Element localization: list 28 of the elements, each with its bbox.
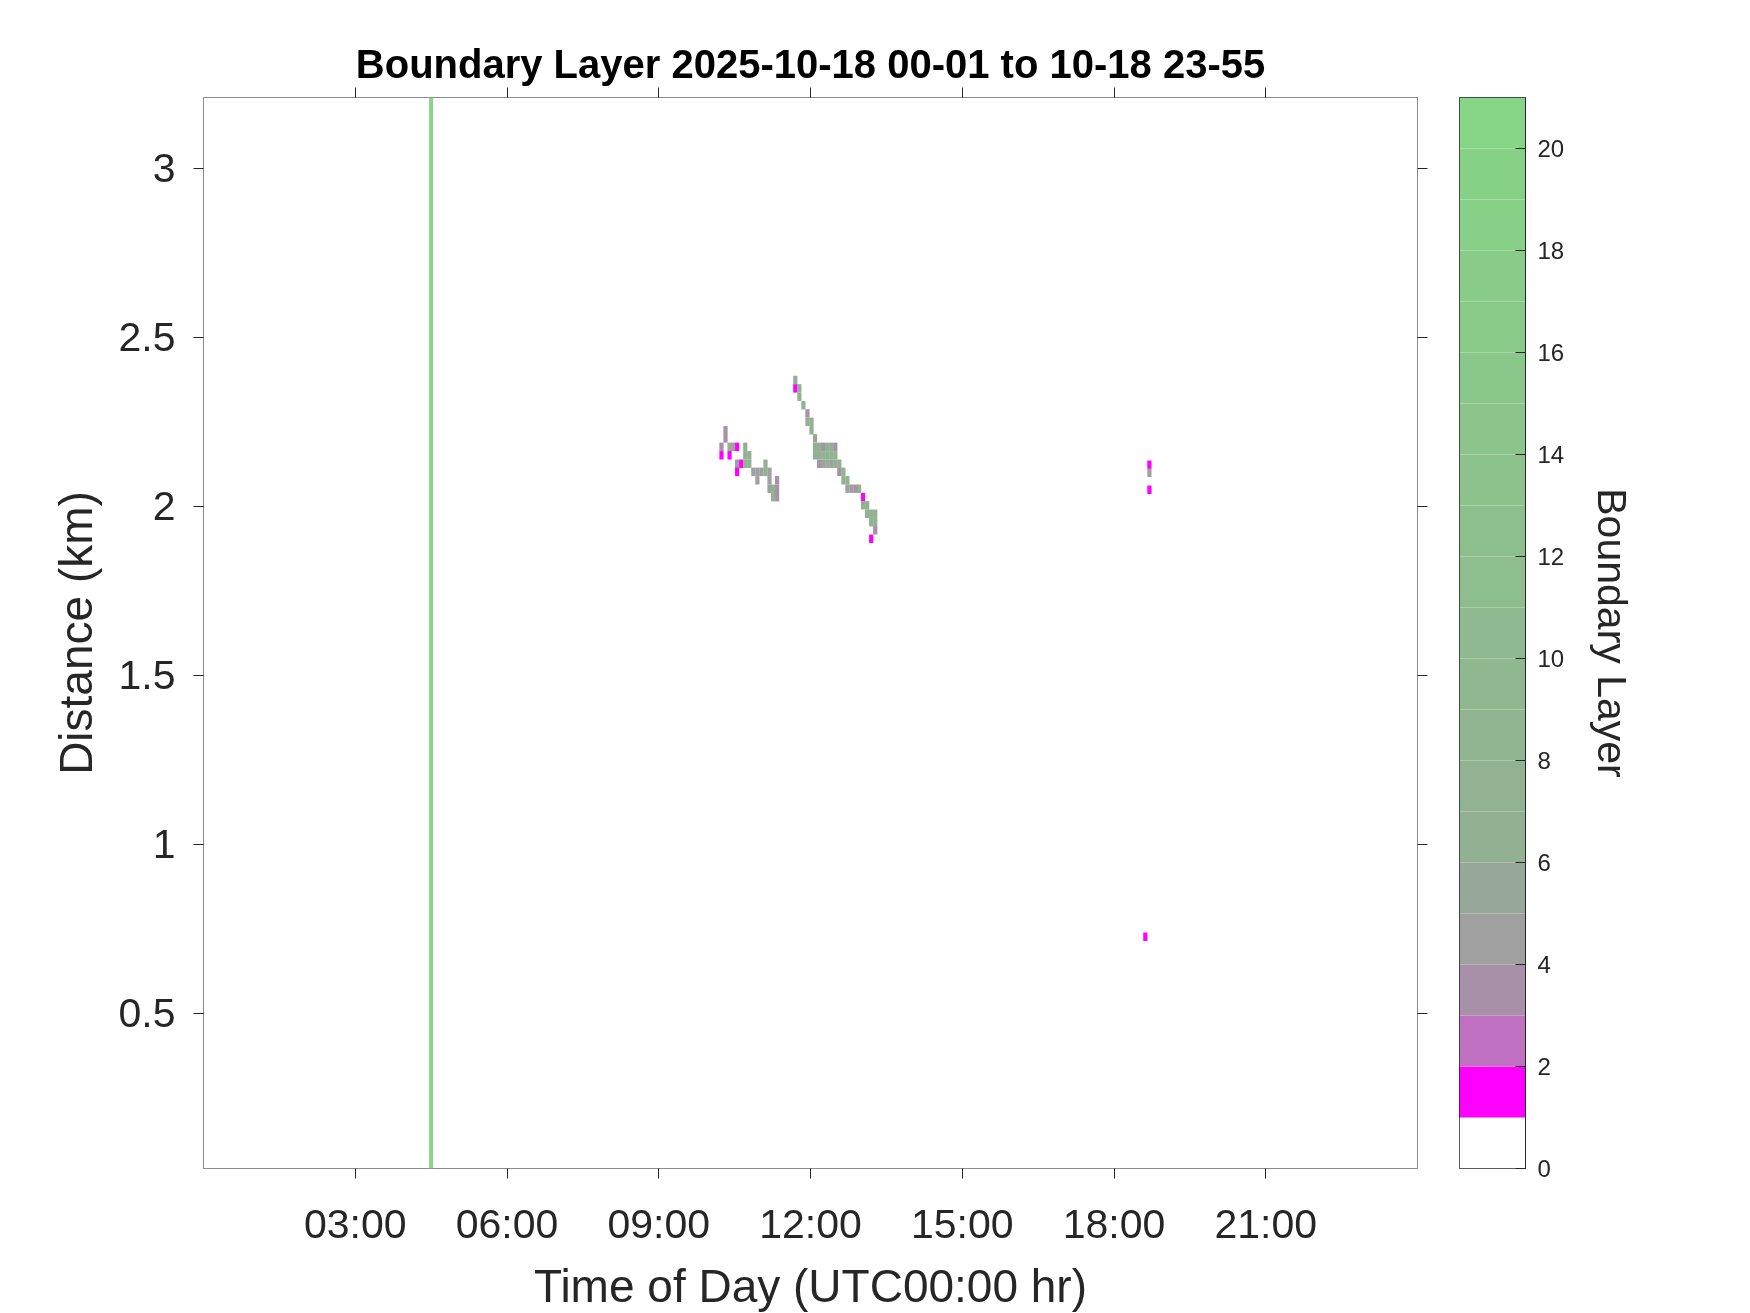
x-tick-label: 06:00 <box>455 1200 559 1247</box>
color-bar-label: 2 <box>1537 1053 1551 1080</box>
y-tick-label: 0.5 <box>118 990 176 1037</box>
y-axis-title: Distance (km) <box>49 491 102 775</box>
chart-title: Boundary Layer 2025-10-18 00-01 to 10-18 23-55 <box>355 41 1266 86</box>
color-bar-label: 18 <box>1537 237 1565 264</box>
color-bar-label: 16 <box>1537 339 1565 366</box>
y-tick-label: 2.5 <box>118 314 176 361</box>
x-tick-label: 12:00 <box>759 1200 862 1247</box>
color-bar-label: 8 <box>1537 747 1551 774</box>
color-bar-label: 4 <box>1537 951 1551 978</box>
color-bar-label: 12 <box>1537 543 1565 570</box>
y-tick-label: 3 <box>152 145 176 192</box>
color-bar-label: 14 <box>1537 441 1565 468</box>
x-tick-label: 15:00 <box>910 1200 1014 1247</box>
color-bar-label: 20 <box>1537 135 1565 162</box>
y-tick-label: 1.5 <box>118 652 176 699</box>
color-bar-label: 10 <box>1537 645 1565 672</box>
y-tick-label: 1 <box>152 821 176 868</box>
x-tick-label: 18:00 <box>1062 1200 1166 1247</box>
x-tick-label: 03:00 <box>303 1200 407 1247</box>
color-bar-label: 0 <box>1537 1155 1551 1182</box>
y-tick-label: 2 <box>152 483 176 530</box>
color-bar-title: Boundary Layer <box>1589 488 1636 778</box>
color-bar-label: 6 <box>1537 849 1551 876</box>
x-tick-label: 09:00 <box>607 1200 711 1247</box>
x-tick-label: 21:00 <box>1214 1200 1318 1247</box>
x-axis-title: Time of Day (UTC00:00 hr) <box>534 1259 1088 1312</box>
